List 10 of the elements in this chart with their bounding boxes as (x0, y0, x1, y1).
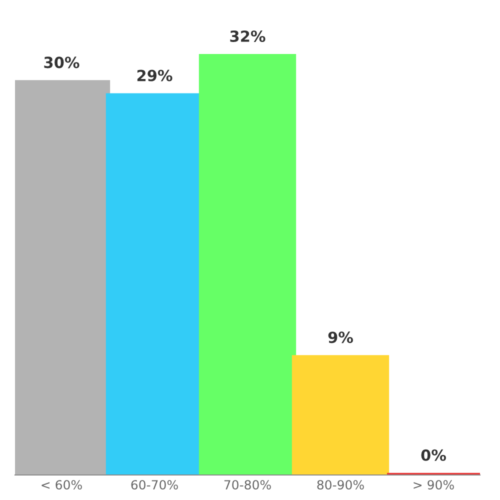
x-tick-label: < 60% (42, 480, 82, 490)
data-label: 29% (137, 70, 172, 82)
data-label: 0% (421, 449, 446, 461)
x-tick-label: 80-90% (317, 480, 364, 490)
data-label: 30% (44, 56, 80, 68)
x-tick-label: > 90% (414, 480, 454, 490)
data-label: 9% (328, 332, 353, 344)
x-tick-label: 60-70% (131, 480, 178, 490)
data-label: 32% (230, 30, 266, 42)
x-tick-label: 70-80% (224, 480, 271, 490)
